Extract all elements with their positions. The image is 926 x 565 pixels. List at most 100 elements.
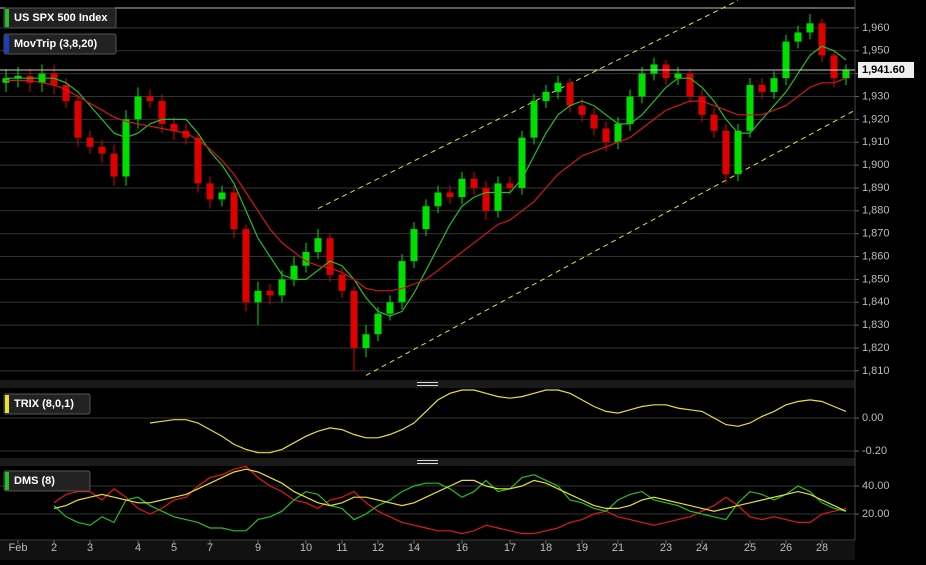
x-tick-label: 3 [87,542,93,554]
x-tick-label: 16 [456,542,468,554]
candle-body [146,96,154,102]
candle-body [266,290,274,296]
candle-body [494,183,502,211]
candle-body [782,41,790,79]
candle-body [302,251,310,266]
x-tick-label: 10 [300,542,312,554]
panel-title: DMS (8) [14,475,55,487]
x-tick-label: 2 [51,542,57,554]
x-tick-label: 7 [207,542,213,554]
y-tick-label: 1,860 [862,250,890,262]
y-tick-label: 1,900 [862,159,890,171]
series-line [6,77,847,292]
candle-body [98,146,106,154]
legend-swatch [5,9,9,27]
y-tick-label: 1,830 [862,319,890,331]
series-line [53,465,847,535]
y-tick-label: 1,810 [862,365,890,377]
legend-box [3,393,91,415]
y-tick-label: 1,850 [862,273,890,285]
candle-body [290,265,298,280]
legend-box [3,33,117,55]
candle-body [674,73,682,79]
x-tick-label: 11 [336,542,347,554]
x-tick-label: 19 [576,542,588,554]
series-line [53,474,847,532]
candle-body [590,114,598,129]
candle-body [110,153,118,177]
x-tick-label: 21 [612,542,624,554]
y-tick-label: -0.20 [862,445,887,457]
y-tick-label: 1,910 [862,136,890,148]
candle-body [182,130,190,138]
candle-body [26,75,34,83]
candle-body [470,178,478,188]
candle-body [710,114,718,131]
candle-body [530,101,538,138]
legend-box [3,7,117,29]
channel-line [365,109,856,376]
last-price-label: 1,941.60 [862,64,905,76]
x-tick-label: 12 [372,542,384,554]
candle-body [602,128,610,143]
candle-body [626,96,634,124]
panel-divider [0,380,855,388]
candle-body [86,137,94,147]
candle-body [350,290,358,348]
x-tick-label: 23 [660,542,672,554]
channel-line [317,0,739,209]
candle-body [578,105,586,115]
candle-body [506,183,514,188]
candle-body [794,32,802,42]
legend-swatch [5,395,9,413]
candle-body [566,82,574,106]
y-tick-label: 1,950 [862,45,890,57]
y-tick-label: 0.00 [862,412,883,424]
candle-body [806,23,814,33]
series-line [53,468,847,512]
candle-body [242,229,250,303]
candle-body [230,192,238,230]
x-tick-label: 24 [696,542,708,554]
candle-body [326,238,334,275]
divider-handle[interactable] [417,382,438,464]
x-tick-label: 4 [135,542,141,554]
candle-body [74,101,82,138]
candle-body [338,274,346,291]
y-tick-label: 20.00 [862,508,890,520]
x-tick-label: 28 [816,542,828,554]
candle-body [722,130,730,175]
candle-body [314,238,322,252]
candle-body [542,91,550,102]
panel-divider [0,458,855,466]
x-tick-label: 25 [744,542,756,554]
candle-body [818,23,826,56]
candle-body [194,137,202,184]
x-tick-label: 9 [255,542,261,554]
panel-title: TRIX (8,0,1) [14,398,74,410]
candle-body [62,85,70,102]
legend-label: MovTrip (3,8,20) [14,38,97,50]
y-tick-label: 1,920 [862,113,890,125]
legend-label: US SPX 500 Index [14,12,108,24]
candle-body [398,261,406,303]
y-tick-label: 40.00 [862,480,890,492]
candle-body [770,78,778,92]
y-tick-label: 1,930 [862,90,890,102]
x-tick-label: 14 [408,542,420,554]
x-axis-band [0,541,855,560]
candle-body [554,82,562,92]
y-tick-label: 1,880 [862,205,890,217]
legend-box [3,470,91,492]
candle-body [614,123,622,143]
series-line [6,45,847,317]
legend-swatch [5,35,9,53]
x-tick-label: 17 [504,542,516,554]
y-tick-label: 1,840 [862,296,890,308]
candle-body [158,101,166,124]
candle-body [278,279,286,296]
candle-body [482,187,490,211]
candle-body [362,334,370,348]
candle-body [422,206,430,230]
